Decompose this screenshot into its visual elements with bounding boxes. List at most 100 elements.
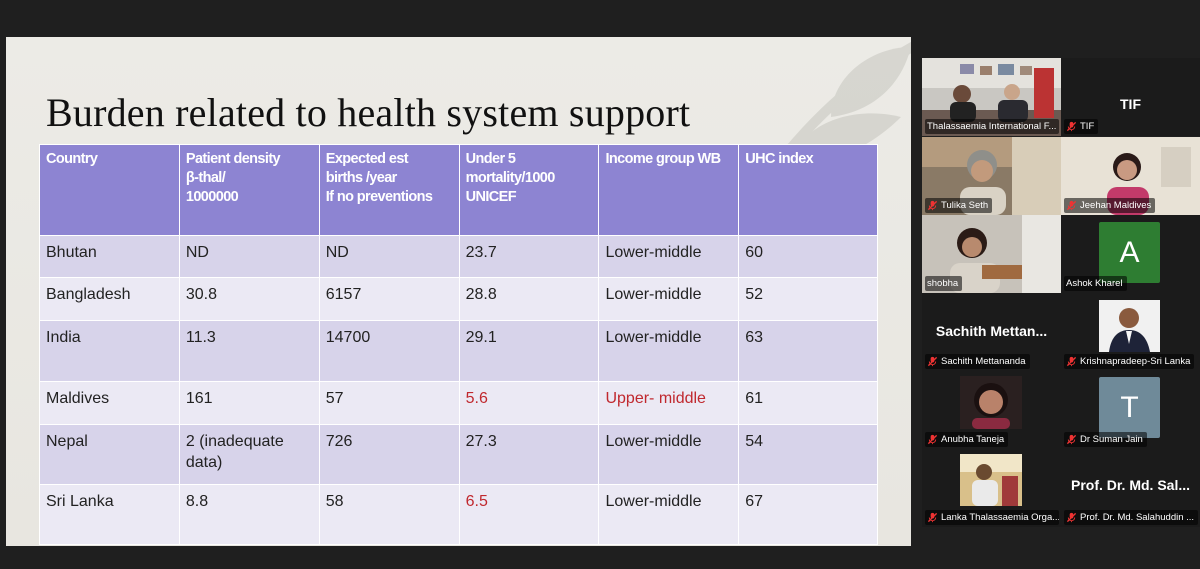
participant-name: Sachith Mettananda bbox=[941, 356, 1026, 367]
burden-table: Country Patient density β-thal/ 1000000 … bbox=[39, 144, 878, 545]
cell-density: 8.8 bbox=[178, 484, 320, 545]
participant-tile[interactable]: shobha bbox=[922, 215, 1061, 293]
shared-screen-slide: Burden related to health system support … bbox=[6, 37, 911, 546]
mic-off-icon bbox=[927, 434, 938, 445]
participant-tile[interactable]: A Ashok Kharel bbox=[1061, 215, 1200, 293]
participant-name-tag: Dr Suman Jain bbox=[1064, 432, 1147, 447]
participant-tile[interactable]: Thalassaemia International F... bbox=[922, 58, 1061, 136]
header-under5-mortality: Under 5 mortality/1000 UNICEF bbox=[458, 144, 600, 236]
participant-name-tag: Sachith Mettananda bbox=[925, 354, 1030, 369]
cell-country: Sri Lanka bbox=[39, 484, 180, 545]
cell-uhc: 61 bbox=[738, 381, 878, 425]
cell-country: Maldives bbox=[39, 381, 180, 425]
table-row: Nepal 2 (inadequate data) 726 27.3 Lower… bbox=[39, 424, 878, 485]
cell-births: ND bbox=[318, 235, 460, 278]
header-uhc-index: UHC index bbox=[738, 144, 878, 236]
participant-avatar: T bbox=[1099, 377, 1160, 438]
cell-births: 6157 bbox=[318, 277, 460, 321]
cell-density: 11.3 bbox=[178, 320, 320, 382]
header-income-group: Income group WB bbox=[598, 144, 740, 236]
participant-photo bbox=[960, 376, 1022, 429]
cell-country: Bhutan bbox=[39, 235, 180, 278]
cell-uhc: 63 bbox=[738, 320, 878, 382]
cell-uhc: 54 bbox=[738, 424, 878, 485]
participant-display-name: Prof. Dr. Md. Sal... bbox=[1070, 477, 1191, 493]
slide-title: Burden related to health system support bbox=[46, 90, 691, 135]
cell-income: Lower-middle bbox=[598, 320, 740, 382]
participant-name: TIF bbox=[1080, 121, 1095, 132]
cell-income: Lower-middle bbox=[598, 235, 740, 278]
participant-name-tag: Ashok Kharel bbox=[1064, 276, 1127, 291]
participant-tile[interactable]: Sachith Mettan... Sachith Mettananda bbox=[922, 293, 1061, 371]
participant-name: Prof. Dr. Md. Salahuddin ... bbox=[1080, 512, 1195, 523]
participant-name: Tulika Seth bbox=[941, 200, 989, 211]
participant-name: shobha bbox=[927, 278, 959, 289]
cell-mortality: 23.7 bbox=[458, 235, 600, 278]
cell-income: Lower-middle bbox=[598, 484, 740, 545]
cell-income: Upper- middle bbox=[598, 381, 740, 425]
cell-uhc: 60 bbox=[738, 235, 878, 278]
participant-name-tag: Anubha Taneja bbox=[925, 432, 1009, 447]
cell-country: Nepal bbox=[39, 424, 180, 485]
participant-name: Jeehan Maldives bbox=[1080, 200, 1152, 211]
participant-display-name: Sachith Mettan... bbox=[935, 323, 1048, 339]
participant-name: Ashok Kharel bbox=[1066, 278, 1123, 289]
cell-mortality: 27.3 bbox=[458, 424, 600, 485]
header-expected-births: Expected est births /year If no preventi… bbox=[318, 144, 460, 236]
participant-name: Lanka Thalassaemia Orga... bbox=[941, 512, 1059, 523]
participant-tile[interactable]: Krishnapradeep-Sri Lanka bbox=[1061, 293, 1200, 371]
cell-births: 58 bbox=[318, 484, 460, 545]
participant-name-tag: TIF bbox=[1064, 119, 1099, 134]
cell-mortality: 6.5 bbox=[458, 484, 600, 545]
mic-off-icon bbox=[1066, 356, 1077, 367]
mic-off-icon bbox=[927, 200, 938, 211]
cell-births: 726 bbox=[318, 424, 460, 485]
participant-name-tag: Krishnapradeep-Sri Lanka bbox=[1064, 354, 1195, 369]
mic-off-icon bbox=[1066, 121, 1077, 132]
mic-off-icon bbox=[927, 512, 938, 523]
cell-density: 2 (inadequate data) bbox=[178, 424, 320, 485]
participant-avatar: A bbox=[1099, 222, 1160, 283]
table-row: India 11.3 14700 29.1 Lower-middle 63 bbox=[39, 320, 878, 382]
cell-births: 57 bbox=[318, 381, 460, 425]
cell-density: 161 bbox=[178, 381, 320, 425]
cell-uhc: 52 bbox=[738, 277, 878, 321]
header-patient-density: Patient density β-thal/ 1000000 bbox=[178, 144, 320, 236]
mic-off-icon bbox=[1066, 512, 1077, 523]
table-row: Maldives 161 57 5.6 Upper- middle 61 bbox=[39, 381, 878, 425]
header-country: Country bbox=[39, 144, 180, 236]
participant-tile[interactable]: Jeehan Maldives bbox=[1061, 137, 1200, 215]
participant-photo bbox=[1099, 300, 1160, 352]
participant-name: Anubha Taneja bbox=[941, 434, 1005, 445]
mic-off-icon bbox=[1066, 200, 1077, 211]
participant-tile[interactable]: Tulika Seth bbox=[922, 137, 1061, 215]
participant-photo bbox=[960, 454, 1022, 506]
cell-country: Bangladesh bbox=[39, 277, 180, 321]
cell-density: 30.8 bbox=[178, 277, 320, 321]
participant-tile[interactable]: Prof. Dr. Md. Sal... Prof. Dr. Md. Salah… bbox=[1061, 449, 1200, 527]
participant-tile[interactable]: TIF TIF bbox=[1061, 58, 1200, 136]
cell-births: 14700 bbox=[318, 320, 460, 382]
table-row: Bangladesh 30.8 6157 28.8 Lower-middle 5… bbox=[39, 277, 878, 321]
participant-tile[interactable]: Anubha Taneja bbox=[922, 371, 1061, 449]
participant-tile[interactable]: Lanka Thalassaemia Orga... bbox=[922, 449, 1061, 527]
cell-density: ND bbox=[178, 235, 320, 278]
participant-display-name: TIF bbox=[1120, 96, 1141, 112]
participant-name: Krishnapradeep-Sri Lanka bbox=[1080, 356, 1191, 367]
participant-name-tag: Prof. Dr. Md. Salahuddin ... bbox=[1064, 510, 1198, 525]
participant-name-tag: Tulika Seth bbox=[925, 198, 993, 213]
cell-income: Lower-middle bbox=[598, 424, 740, 485]
cell-country: India bbox=[39, 320, 180, 382]
cell-uhc: 67 bbox=[738, 484, 878, 545]
cell-mortality: 5.6 bbox=[458, 381, 600, 425]
participant-name: Dr Suman Jain bbox=[1080, 434, 1143, 445]
participant-name-tag: Lanka Thalassaemia Orga... bbox=[925, 510, 1059, 525]
participant-name: Thalassaemia International F... bbox=[927, 121, 1057, 132]
table-row: Bhutan ND ND 23.7 Lower-middle 60 bbox=[39, 235, 878, 278]
participant-name-tag: shobha bbox=[925, 276, 963, 291]
table-row: Sri Lanka 8.8 58 6.5 Lower-middle 67 bbox=[39, 484, 878, 545]
cell-income: Lower-middle bbox=[598, 277, 740, 321]
cell-mortality: 28.8 bbox=[458, 277, 600, 321]
table-header-row: Country Patient density β-thal/ 1000000 … bbox=[39, 144, 878, 236]
participant-tile[interactable]: T Dr Suman Jain bbox=[1061, 371, 1200, 449]
